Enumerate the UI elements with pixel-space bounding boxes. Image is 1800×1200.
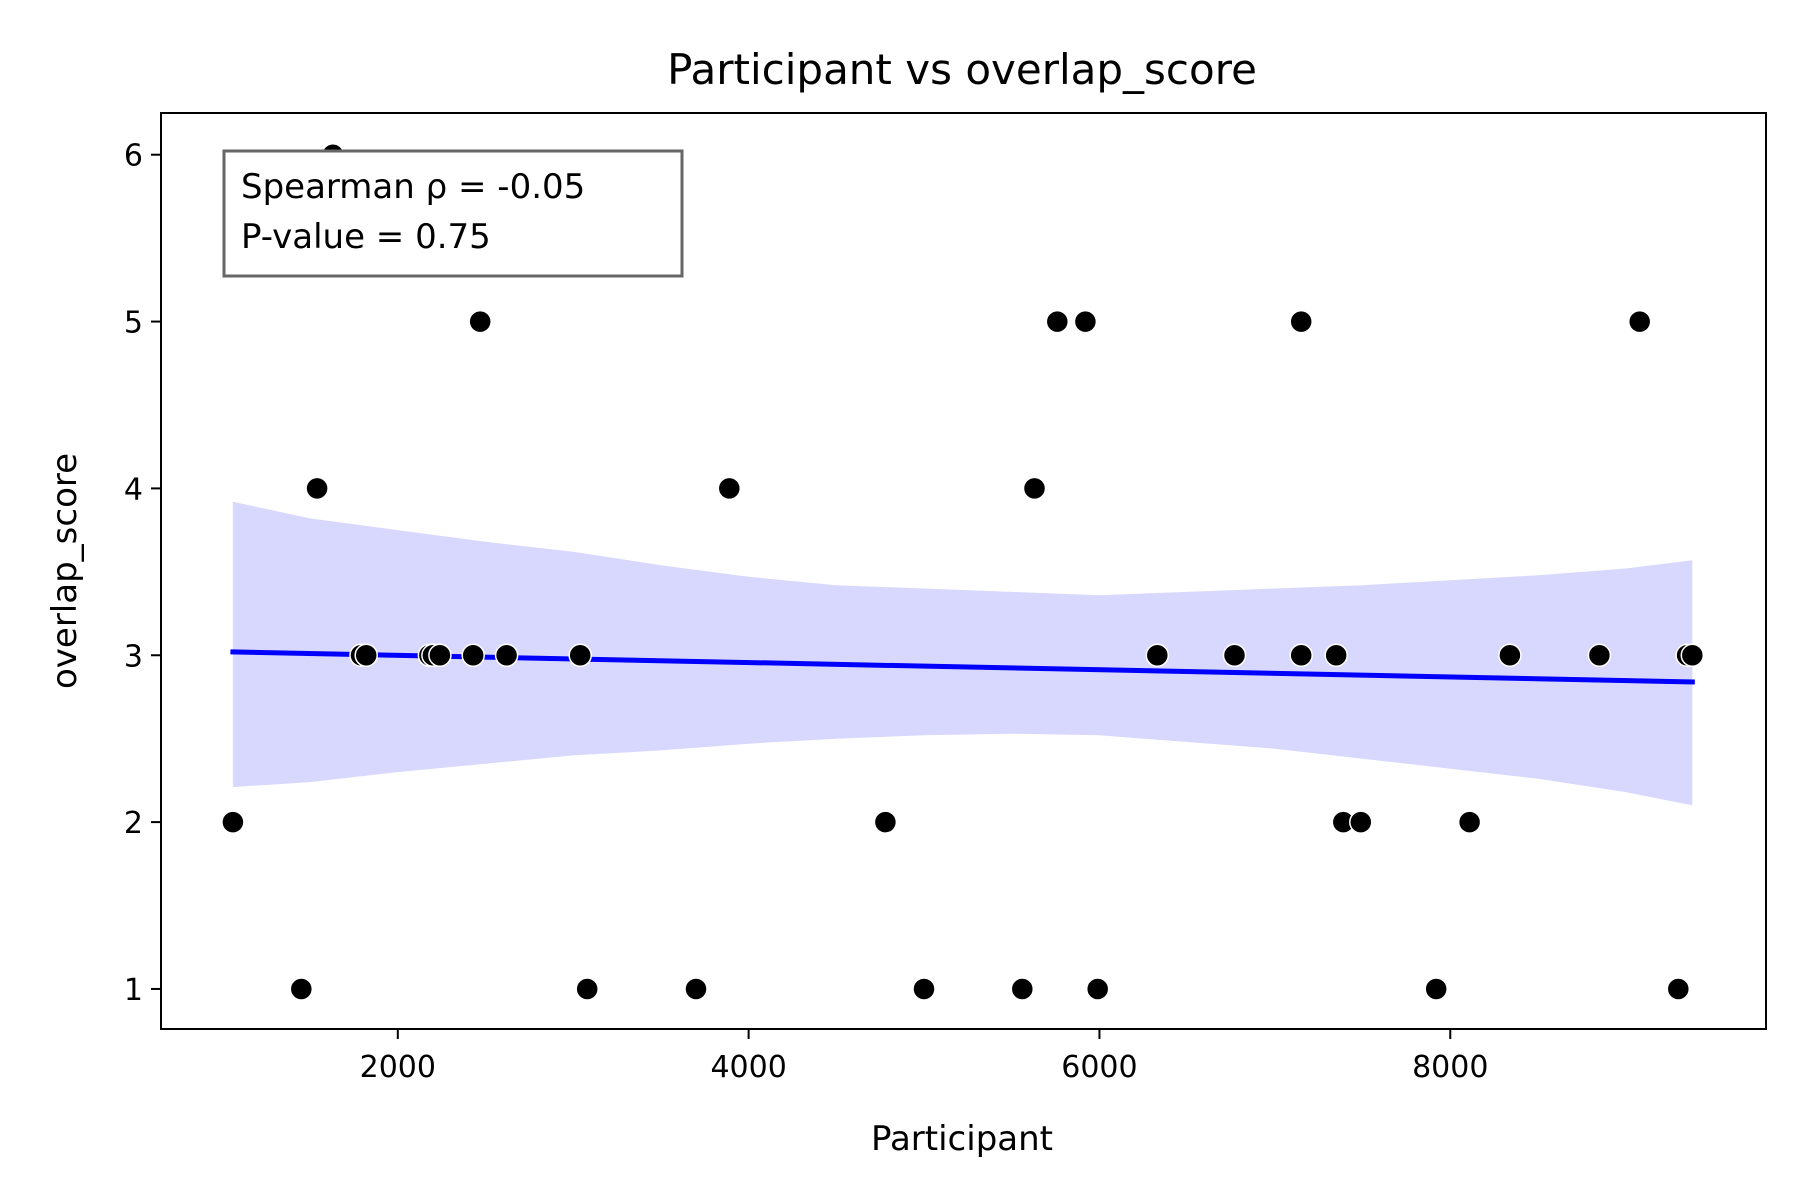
- x-axis-label: Participant: [871, 1119, 1053, 1159]
- scatter-point: [1498, 643, 1522, 668]
- confidence-band: [232, 501, 1693, 806]
- scatter-point: [1666, 977, 1691, 1001]
- scatter-point: [1085, 977, 1110, 1001]
- p-value-text: P-value = 0.75: [241, 217, 491, 257]
- x-tick-label: 4000: [710, 1050, 786, 1085]
- scatter-point: [873, 810, 898, 834]
- y-axis-label: overlap_score: [45, 453, 85, 689]
- confidence-band-layer: [232, 501, 1693, 806]
- scatter-point: [684, 977, 708, 1001]
- stats-annotation: Spearman ρ = -0.05 P-value = 0.75: [222, 149, 684, 278]
- scatter-point: [912, 977, 936, 1001]
- scatter-point: [1349, 810, 1373, 834]
- points-layer: [221, 142, 1705, 1001]
- scatter-point: [1145, 643, 1170, 668]
- scatter-point: [1073, 309, 1098, 334]
- x-axis-ticks: 2000 4000 6000 8000: [360, 1029, 1488, 1085]
- scatter-point: [1680, 643, 1705, 668]
- chart-title: Participant vs overlap_score: [667, 45, 1257, 94]
- scatter-point: [494, 643, 519, 668]
- scatter-point: [1289, 309, 1313, 334]
- y-tick-label: 3: [124, 639, 143, 674]
- scatter-point: [468, 309, 492, 334]
- scatter-point: [354, 643, 378, 668]
- scatter-point: [568, 643, 592, 668]
- scatter-point: [1289, 643, 1313, 668]
- scatter-point: [1424, 977, 1448, 1001]
- scatter-point: [305, 476, 329, 501]
- scatter-point: [1324, 643, 1348, 668]
- y-tick-label: 4: [124, 472, 143, 507]
- y-tick-label: 6: [124, 139, 143, 174]
- scatter-point: [461, 643, 485, 668]
- scatter-point: [1045, 309, 1070, 334]
- y-tick-label: 1: [124, 973, 143, 1008]
- x-tick-label: 6000: [1061, 1050, 1137, 1085]
- y-axis-ticks: 1 2 3 4 5 6: [124, 139, 161, 1008]
- scatter-point: [1627, 309, 1652, 334]
- x-tick-label: 8000: [1412, 1050, 1488, 1085]
- y-tick-label: 5: [124, 306, 143, 341]
- stats-annotation-box: [222, 149, 684, 278]
- plot-frame: [160, 112, 1767, 1030]
- scatter-point: [289, 977, 314, 1001]
- y-tick-label: 2: [124, 806, 143, 841]
- scatter-point: [428, 643, 452, 668]
- scatter-point: [1587, 643, 1612, 668]
- x-tick-label: 2000: [360, 1050, 436, 1085]
- scatter-point: [717, 476, 742, 501]
- spearman-text: Spearman ρ = -0.05: [241, 167, 585, 207]
- scatter-point: [575, 977, 599, 1001]
- scatter-point: [221, 810, 245, 834]
- scatter-point: [1022, 476, 1047, 501]
- scatter-point: [1222, 643, 1247, 668]
- scatter-point: [1457, 810, 1482, 834]
- scatter-point: [1010, 977, 1035, 1001]
